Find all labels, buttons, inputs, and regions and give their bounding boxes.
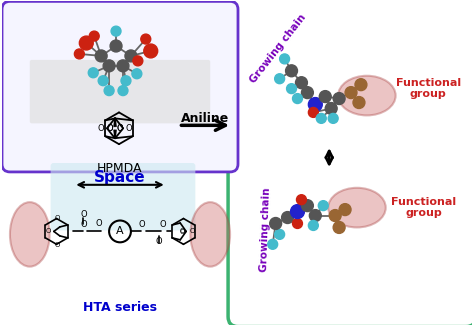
Ellipse shape	[338, 76, 396, 115]
Circle shape	[274, 74, 284, 84]
Circle shape	[333, 221, 345, 233]
Text: O: O	[155, 237, 162, 246]
Ellipse shape	[328, 188, 386, 228]
Circle shape	[268, 239, 278, 249]
Ellipse shape	[191, 202, 230, 267]
Text: O: O	[138, 220, 145, 229]
Text: A: A	[116, 227, 124, 236]
Circle shape	[285, 65, 298, 77]
Circle shape	[144, 44, 158, 58]
Circle shape	[79, 36, 93, 50]
Text: O: O	[80, 210, 87, 219]
Text: O: O	[180, 229, 185, 235]
Circle shape	[301, 87, 313, 98]
Circle shape	[310, 210, 321, 221]
Circle shape	[295, 77, 308, 89]
Text: O: O	[159, 220, 166, 229]
Circle shape	[121, 76, 131, 86]
Circle shape	[95, 50, 107, 62]
Circle shape	[141, 34, 151, 44]
Text: O: O	[117, 124, 123, 133]
FancyBboxPatch shape	[2, 1, 238, 172]
FancyBboxPatch shape	[30, 60, 210, 123]
Text: O: O	[55, 242, 61, 248]
Circle shape	[117, 60, 129, 72]
Circle shape	[297, 195, 306, 205]
Text: O: O	[55, 215, 61, 221]
Text: Functional
group: Functional group	[391, 197, 456, 218]
Circle shape	[291, 205, 304, 218]
Text: Space: Space	[94, 170, 146, 185]
FancyBboxPatch shape	[51, 163, 195, 230]
Circle shape	[270, 217, 282, 230]
Circle shape	[316, 113, 326, 123]
Circle shape	[319, 201, 328, 211]
Circle shape	[282, 212, 293, 224]
Circle shape	[292, 218, 302, 229]
Circle shape	[309, 97, 322, 111]
Circle shape	[89, 31, 99, 41]
Circle shape	[74, 49, 84, 59]
Text: O: O	[80, 220, 87, 229]
Circle shape	[125, 50, 137, 62]
Text: HPMDA: HPMDA	[96, 162, 142, 175]
Circle shape	[292, 94, 302, 104]
Text: O: O	[98, 124, 104, 133]
Circle shape	[309, 220, 319, 230]
Circle shape	[328, 113, 338, 123]
Circle shape	[319, 91, 331, 102]
Text: O: O	[107, 124, 113, 133]
Text: O: O	[126, 124, 132, 133]
Circle shape	[309, 108, 319, 117]
Text: O: O	[107, 124, 113, 133]
Text: O: O	[180, 228, 185, 234]
FancyBboxPatch shape	[228, 0, 474, 326]
Text: HTA series: HTA series	[83, 301, 157, 314]
Text: Functional
group: Functional group	[396, 78, 461, 99]
Circle shape	[111, 26, 121, 36]
Circle shape	[132, 69, 142, 79]
Circle shape	[280, 54, 290, 64]
Circle shape	[339, 204, 351, 215]
Text: Growing chain: Growing chain	[259, 187, 272, 272]
Circle shape	[333, 93, 345, 105]
Text: O: O	[117, 124, 123, 133]
Circle shape	[98, 76, 108, 86]
Text: O: O	[45, 229, 51, 234]
Circle shape	[287, 84, 297, 94]
Circle shape	[345, 87, 357, 98]
Ellipse shape	[10, 202, 50, 267]
Circle shape	[274, 230, 284, 239]
Text: Growing chain: Growing chain	[248, 13, 308, 85]
Circle shape	[353, 96, 365, 109]
Circle shape	[355, 79, 367, 91]
Circle shape	[103, 60, 115, 72]
Circle shape	[110, 40, 122, 52]
Circle shape	[301, 200, 313, 212]
Circle shape	[118, 86, 128, 96]
Circle shape	[104, 86, 114, 96]
Circle shape	[88, 68, 98, 78]
Circle shape	[133, 56, 143, 66]
Circle shape	[325, 102, 337, 114]
Text: O: O	[96, 219, 102, 228]
Text: O: O	[190, 229, 195, 234]
Text: Aniline: Aniline	[181, 112, 229, 126]
Circle shape	[329, 210, 341, 221]
